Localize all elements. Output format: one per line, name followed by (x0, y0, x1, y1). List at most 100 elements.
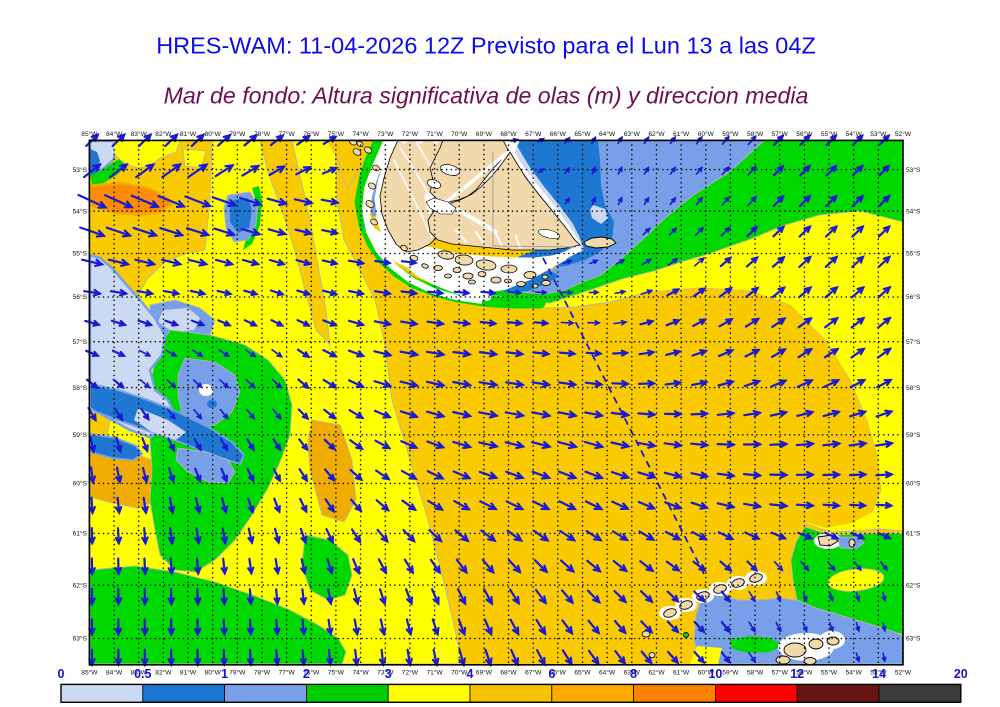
svg-text:80°W: 80°W (205, 130, 222, 138)
svg-text:57°S: 57°S (73, 338, 88, 346)
svg-text:55°S: 55°S (73, 250, 88, 258)
svg-text:66°W: 66°W (550, 669, 567, 677)
svg-text:66°W: 66°W (550, 130, 567, 138)
svg-text:61°W: 61°W (673, 669, 690, 677)
svg-text:61°S: 61°S (906, 530, 921, 538)
svg-text:56°W: 56°W (796, 130, 813, 138)
svg-text:80°W: 80°W (205, 669, 222, 677)
svg-text:82°W: 82°W (155, 669, 172, 677)
svg-text:73°W: 73°W (377, 130, 394, 138)
svg-text:60°S: 60°S (73, 480, 88, 488)
svg-text:55°S: 55°S (906, 250, 921, 258)
svg-text:77°W: 77°W (278, 669, 295, 677)
svg-text:71°W: 71°W (426, 669, 443, 677)
svg-text:74°W: 74°W (352, 130, 369, 138)
svg-text:68°W: 68°W (500, 130, 517, 138)
svg-text:68°W: 68°W (500, 669, 517, 677)
svg-text:70°W: 70°W (451, 130, 468, 138)
svg-text:72°W: 72°W (402, 130, 419, 138)
svg-text:85°W: 85°W (81, 669, 98, 677)
svg-text:4: 4 (467, 667, 474, 681)
svg-text:2: 2 (303, 667, 310, 681)
svg-text:61°S: 61°S (73, 530, 88, 538)
svg-text:59°S: 59°S (73, 431, 88, 439)
svg-text:56°S: 56°S (73, 293, 88, 301)
svg-text:63°S: 63°S (906, 635, 921, 643)
svg-text:HRES-WAM: 11-04-2026 12Z Previ: HRES-WAM: 11-04-2026 12Z Previsto para e… (156, 33, 816, 59)
svg-text:56°W: 56°W (796, 669, 813, 677)
svg-text:69°W: 69°W (476, 130, 493, 138)
svg-text:0: 0 (58, 667, 65, 681)
svg-text:75°W: 75°W (328, 130, 345, 138)
svg-text:83°W: 83°W (131, 130, 148, 138)
svg-text:73°W: 73°W (377, 669, 394, 677)
svg-text:77°W: 77°W (278, 130, 295, 138)
svg-text:64°W: 64°W (599, 130, 616, 138)
svg-text:78°W: 78°W (254, 130, 271, 138)
svg-text:62°W: 62°W (648, 669, 665, 677)
svg-text:76°W: 76°W (303, 130, 320, 138)
svg-text:62°S: 62°S (906, 581, 921, 589)
svg-text:54°S: 54°S (73, 207, 88, 215)
svg-text:62°W: 62°W (648, 130, 665, 138)
svg-text:14: 14 (872, 667, 886, 681)
svg-text:57°S: 57°S (906, 338, 921, 346)
svg-text:1: 1 (221, 667, 228, 681)
svg-text:57°W: 57°W (772, 669, 789, 677)
svg-text:65°W: 65°W (574, 130, 591, 138)
svg-text:70°W: 70°W (451, 669, 468, 677)
svg-text:52°W: 52°W (895, 669, 912, 677)
svg-text:85°W: 85°W (81, 130, 98, 138)
svg-text:67°W: 67°W (525, 130, 542, 138)
svg-text:58°W: 58°W (747, 669, 764, 677)
svg-text:63°W: 63°W (624, 130, 641, 138)
svg-text:71°W: 71°W (426, 130, 443, 138)
svg-text:55°W: 55°W (821, 130, 838, 138)
svg-text:78°W: 78°W (254, 669, 271, 677)
svg-text:10: 10 (708, 667, 722, 681)
svg-text:62°S: 62°S (73, 581, 88, 589)
svg-text:53°W: 53°W (870, 669, 887, 677)
svg-text:55°W: 55°W (821, 669, 838, 677)
svg-text:20: 20 (954, 667, 968, 681)
svg-text:83°W: 83°W (131, 669, 148, 677)
svg-text:56°S: 56°S (906, 293, 921, 301)
svg-text:59°S: 59°S (906, 431, 921, 439)
svg-text:58°S: 58°S (73, 384, 88, 392)
svg-text:65°W: 65°W (574, 669, 591, 677)
svg-text:58°S: 58°S (906, 384, 921, 392)
svg-text:54°W: 54°W (846, 669, 863, 677)
svg-text:57°W: 57°W (772, 130, 789, 138)
svg-text:54°S: 54°S (906, 207, 921, 215)
svg-text:3: 3 (385, 667, 392, 681)
svg-text:60°W: 60°W (698, 130, 715, 138)
svg-text:54°W: 54°W (846, 130, 863, 138)
svg-text:53°W: 53°W (870, 130, 887, 138)
svg-text:59°W: 59°W (722, 130, 739, 138)
svg-text:79°W: 79°W (229, 669, 246, 677)
svg-text:53°S: 53°S (906, 166, 921, 174)
svg-text:76°W: 76°W (303, 669, 320, 677)
svg-text:75°W: 75°W (328, 669, 345, 677)
svg-text:81°W: 81°W (180, 669, 197, 677)
svg-text:81°W: 81°W (180, 130, 197, 138)
svg-text:6: 6 (548, 667, 555, 681)
svg-text:52°W: 52°W (895, 130, 912, 138)
svg-text:0.5: 0.5 (134, 667, 151, 681)
svg-text:Mar de fondo: Altura significa: Mar de fondo: Altura significativa de ol… (164, 83, 809, 109)
svg-text:84°W: 84°W (106, 669, 123, 677)
svg-text:69°W: 69°W (476, 669, 493, 677)
svg-text:82°W: 82°W (155, 130, 172, 138)
svg-text:63°W: 63°W (624, 669, 641, 677)
svg-text:79°W: 79°W (229, 130, 246, 138)
svg-text:59°W: 59°W (722, 669, 739, 677)
svg-text:84°W: 84°W (106, 130, 123, 138)
svg-text:74°W: 74°W (352, 669, 369, 677)
svg-text:61°W: 61°W (673, 130, 690, 138)
svg-text:53°S: 53°S (73, 166, 88, 174)
svg-text:8: 8 (630, 667, 637, 681)
svg-text:12: 12 (790, 667, 804, 681)
svg-text:72°W: 72°W (402, 669, 419, 677)
svg-text:64°W: 64°W (599, 669, 616, 677)
svg-text:67°W: 67°W (525, 669, 542, 677)
